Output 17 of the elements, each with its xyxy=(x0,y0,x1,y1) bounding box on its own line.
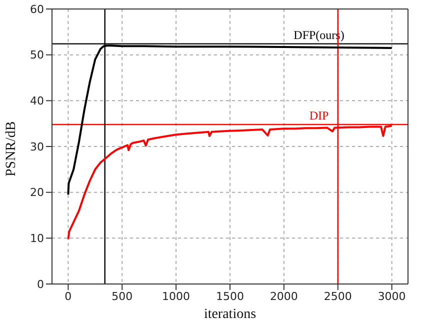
y-tick-label: 40 xyxy=(30,94,44,108)
x-tick-label: 2000 xyxy=(270,290,298,303)
x-tick-label: 1000 xyxy=(162,290,190,303)
x-tick-label: 1500 xyxy=(216,290,244,303)
y-tick-label: 10 xyxy=(30,232,44,246)
x-tick-label: 0 xyxy=(64,290,72,303)
y-tick-label: 0 xyxy=(37,278,44,291)
y-axis-title: PSNR/dB xyxy=(4,121,19,176)
y-tick-label: 30 xyxy=(30,140,44,154)
x-tick-label: 3000 xyxy=(378,290,406,303)
y-tick-label: 60 xyxy=(30,2,44,16)
y-tick-label: 20 xyxy=(30,186,44,200)
x-tick-label: 500 xyxy=(112,290,133,303)
ref-line-label: DIP xyxy=(309,108,329,122)
x-tick-label: 2500 xyxy=(324,290,352,303)
y-tick-label: 50 xyxy=(30,48,44,62)
x-axis-title: iterations xyxy=(204,307,256,322)
